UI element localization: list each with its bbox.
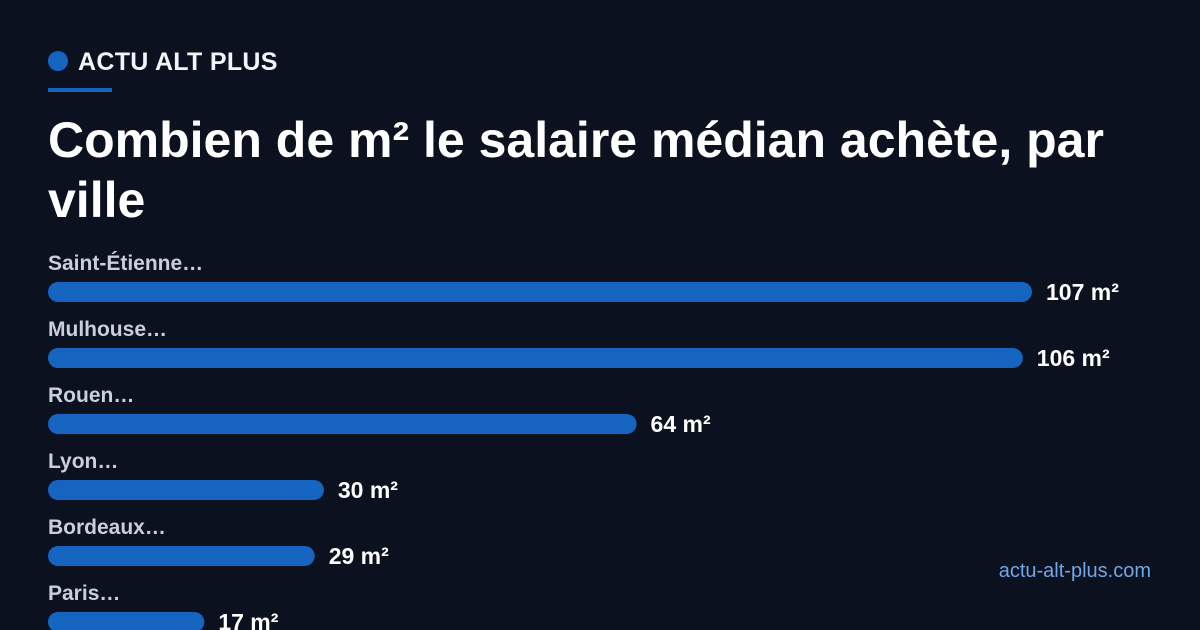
bar <box>48 546 315 566</box>
category-label: Lyon… <box>48 450 118 473</box>
value-label: 107 m² <box>1046 279 1119 305</box>
bar <box>48 282 1032 302</box>
value-label: 106 m² <box>1037 345 1110 371</box>
brand-dot <box>48 51 68 71</box>
bar <box>48 348 1023 368</box>
brand-rule <box>48 88 112 92</box>
site-url: actu-alt-plus.com <box>998 560 1151 582</box>
bar <box>48 414 637 434</box>
category-label: Rouen… <box>48 384 134 407</box>
value-label: 64 m² <box>651 411 711 437</box>
brand: ACTU ALT PLUS <box>78 48 278 76</box>
bar <box>48 612 205 630</box>
value-label: 30 m² <box>338 477 398 503</box>
category-label: Saint-Étienne… <box>48 252 203 275</box>
category-label: Paris… <box>48 582 120 605</box>
value-label: 29 m² <box>329 543 389 569</box>
value-label: 17 m² <box>218 609 278 630</box>
chart-title: Combien de m² le salaire médian achète, … <box>48 112 1104 228</box>
category-label: Bordeaux… <box>48 516 166 539</box>
bar <box>48 480 324 500</box>
category-label: Mulhouse… <box>48 318 167 341</box>
